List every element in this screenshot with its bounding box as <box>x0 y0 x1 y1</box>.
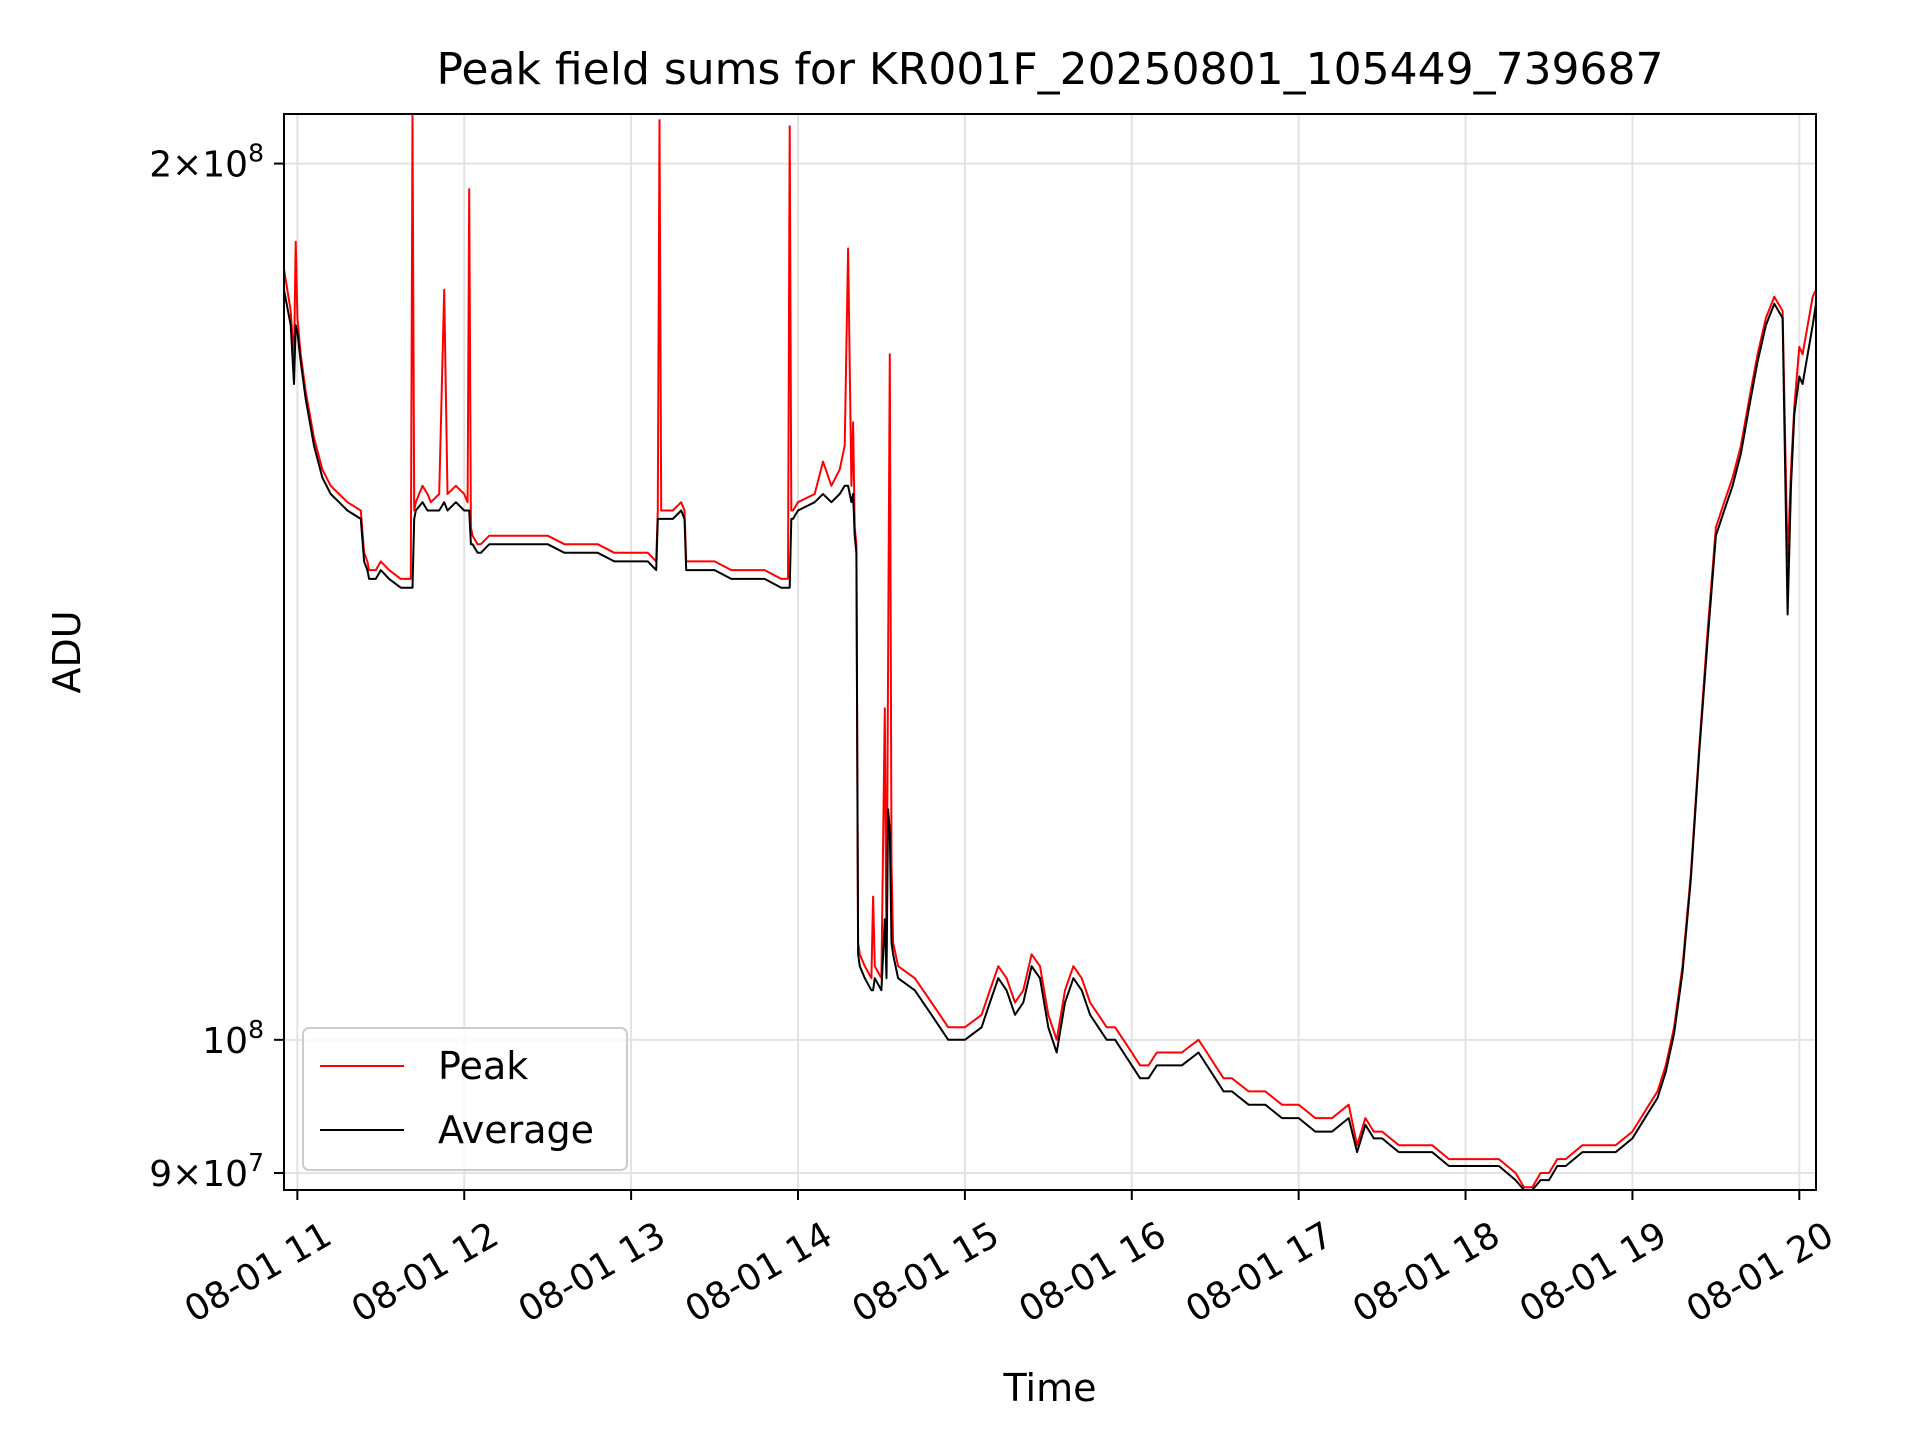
plot-frame <box>283 113 1817 1191</box>
y-tick-label: 2×108 <box>149 139 264 186</box>
y-tick-label: 108 <box>202 1015 264 1062</box>
series-line-peak <box>284 114 1816 1189</box>
x-axis-label: Time <box>1003 1366 1097 1410</box>
y-tick-label: 9×107 <box>149 1148 264 1195</box>
series-line-average <box>284 289 1816 1190</box>
y-axis-ticks: 2×108 108 9×107 <box>149 139 284 1195</box>
legend-average-label: Average <box>438 1108 594 1152</box>
legend: Peak Average <box>302 1027 628 1171</box>
legend-box <box>302 1027 628 1171</box>
legend-peak-label: Peak <box>438 1044 528 1088</box>
chart-title: Peak field sums for KR001F_20250801_1054… <box>436 44 1663 95</box>
grid <box>284 114 1816 1190</box>
y-axis-label: ADU <box>45 610 89 693</box>
series-group <box>284 114 1816 1190</box>
